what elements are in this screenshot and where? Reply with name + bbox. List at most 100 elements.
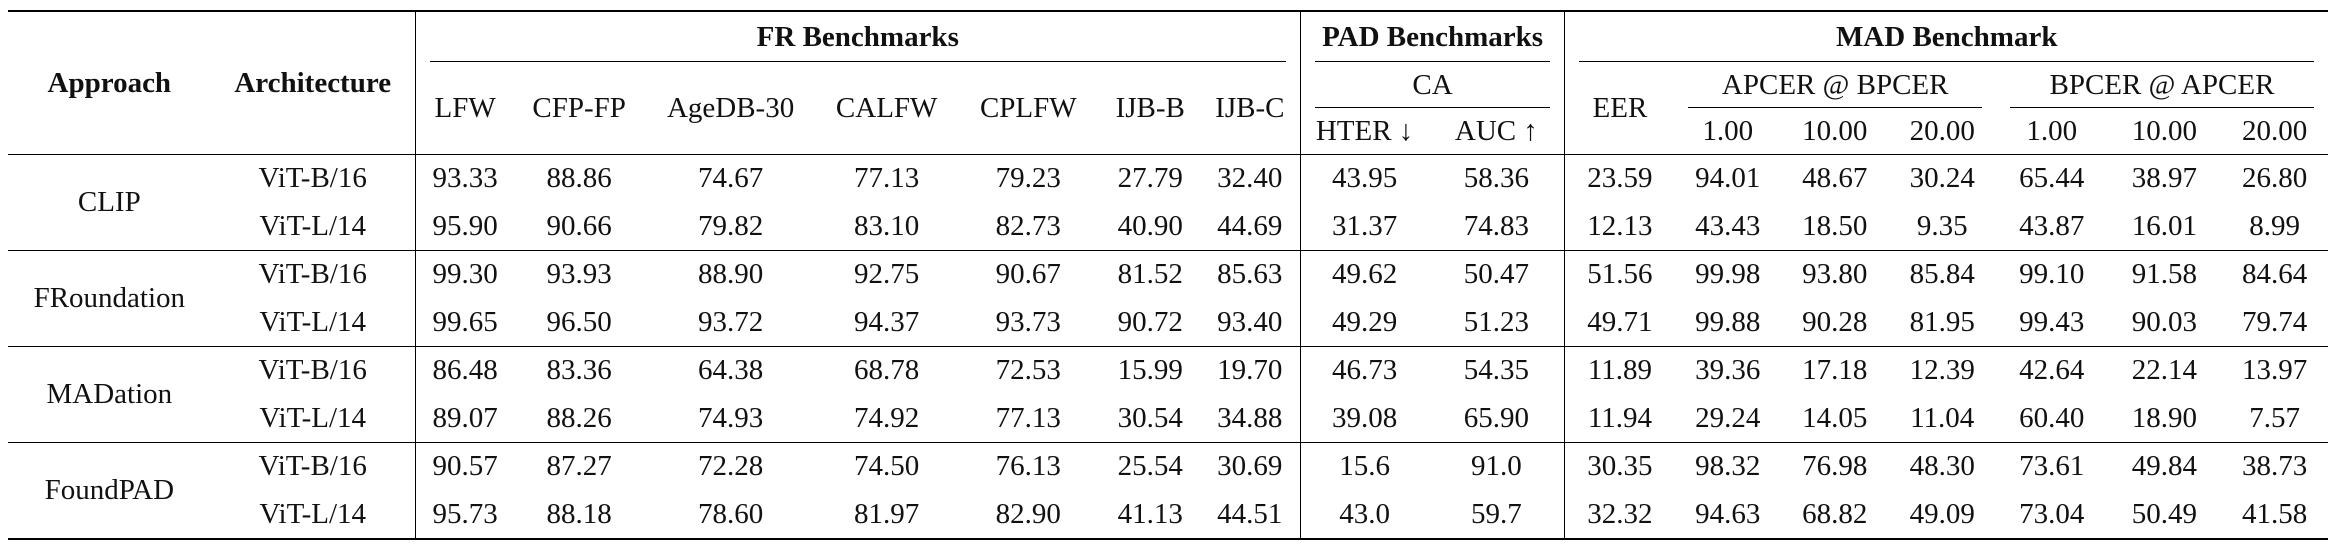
value-cell: 49.09: [1888, 490, 1996, 540]
value-cell: 76.13: [955, 442, 1101, 491]
table-row: FoundPAD ViT-B/16 90.57 87.27 72.28 74.50 76.1…: [8, 442, 2328, 540]
header-mad-eer: EER: [1564, 62, 1675, 155]
value-cell: 34.88: [1217, 401, 1283, 434]
value-cell: 59.7: [1428, 490, 1565, 540]
value-cell: 93.72: [697, 305, 764, 338]
header-pad-benchmarks: PAD Benchmarks: [1299, 10, 1565, 63]
value-cell: 27.79: [1100, 154, 1200, 203]
results-table-container: Approach Architecture FR Benchmarks PAD …: [8, 10, 2328, 540]
value-cell: 86.48: [414, 346, 515, 395]
value-cell: 11.89: [1564, 346, 1675, 395]
value-cell: 77.13: [995, 401, 1061, 434]
value-cell: 43.95: [1299, 154, 1429, 203]
value-cell: 26.80: [2221, 154, 2328, 203]
value-cell: 14.05: [1802, 401, 1868, 434]
value-cell: 81.97: [817, 490, 956, 540]
value-cell: 65.44: [1995, 154, 2108, 203]
value-cell: 40.90: [1117, 209, 1183, 242]
approach-cell: FoundPAD: [8, 442, 211, 540]
value-cell: 48.67: [1780, 154, 1889, 203]
value-cell: 8.99: [2249, 209, 2301, 242]
value-cell: 95.73: [414, 490, 515, 540]
value-cell: 51.56: [1564, 250, 1675, 299]
header-fr-col: IJB-C: [1215, 91, 1285, 124]
header-bpcer-at-apcer: BPCER @ APCER: [1996, 62, 2328, 108]
value-cell: 89.07: [414, 394, 515, 443]
value-cell: 38.97: [2107, 154, 2222, 203]
value-cell: 42.64: [1995, 346, 2108, 395]
table-row: ViT-L/14 99.65 96.50 93.72 94.37 93.73 90.72 93…: [8, 298, 2328, 347]
value-cell: 50.47: [1428, 250, 1565, 299]
value-cell: 90.28: [1802, 305, 1868, 338]
header-threshold: 20.00: [1909, 114, 1975, 147]
value-cell: 15.99: [1100, 346, 1200, 395]
value-cell: 30.69: [1199, 442, 1301, 491]
value-cell: 64.38: [643, 346, 818, 395]
header-pad-ca: CA: [1299, 62, 1565, 108]
value-cell: 13.97: [2221, 346, 2328, 395]
value-cell: 76.98: [1780, 442, 1889, 491]
header-architecture: Architecture: [210, 10, 416, 155]
value-cell: 85.63: [1199, 250, 1301, 299]
value-cell: 30.24: [1888, 154, 1996, 203]
architecture-cell: ViT-L/14: [259, 305, 367, 338]
value-cell: 81.95: [1909, 305, 1975, 338]
value-cell: 78.60: [643, 490, 818, 540]
value-cell: 12.39: [1888, 346, 1996, 395]
results-table: Approach Architecture FR Benchmarks PAD …: [8, 10, 2328, 540]
value-cell: 82.73: [995, 209, 1061, 242]
value-cell: 77.13: [817, 154, 956, 203]
header-fr-benchmarks: FR Benchmarks: [414, 10, 1301, 63]
value-cell: 17.18: [1780, 346, 1889, 395]
value-cell: 81.52: [1100, 250, 1200, 299]
value-cell: 94.01: [1674, 154, 1781, 203]
value-cell: 88.18: [514, 490, 644, 540]
header-fr-col: CALFW: [835, 91, 938, 124]
value-cell: 12.13: [1564, 202, 1675, 251]
header-threshold: 1.00: [1702, 114, 1754, 147]
header-threshold: 1.00: [2026, 114, 2078, 147]
value-cell: 82.90: [955, 490, 1101, 540]
value-cell: 90.66: [546, 209, 612, 242]
value-cell: 94.37: [854, 305, 920, 338]
value-cell: 99.43: [2019, 305, 2085, 338]
value-cell: 19.70: [1199, 346, 1301, 395]
value-cell: 83.36: [514, 346, 644, 395]
header-threshold: 10.00: [2131, 114, 2198, 147]
header-fr-col: CFP-FP: [532, 91, 626, 124]
value-cell: 93.33: [414, 154, 515, 203]
value-cell: 79.82: [697, 209, 764, 242]
value-cell: 73.61: [1995, 442, 2108, 491]
value-cell: 93.73: [995, 305, 1061, 338]
value-cell: 87.27: [514, 442, 644, 491]
value-cell: 41.13: [1100, 490, 1200, 540]
value-cell: 79.23: [955, 154, 1101, 203]
value-cell: 90.57: [414, 442, 515, 491]
architecture-cell: ViT-L/14: [210, 490, 416, 540]
architecture-cell: ViT-B/16: [210, 442, 416, 491]
value-cell: 54.35: [1428, 346, 1565, 395]
value-cell: 93.93: [514, 250, 644, 299]
value-cell: 94.63: [1674, 490, 1781, 540]
value-cell: 74.67: [643, 154, 818, 203]
architecture-cell: ViT-L/14: [259, 401, 367, 434]
value-cell: 92.75: [817, 250, 956, 299]
value-cell: 90.67: [955, 250, 1101, 299]
value-cell: 44.69: [1217, 209, 1283, 242]
value-cell: 98.32: [1674, 442, 1781, 491]
value-cell: 91.58: [2107, 250, 2222, 299]
value-cell: 99.98: [1674, 250, 1781, 299]
header-approach: Approach: [8, 10, 211, 155]
table-row: FRoundation ViT-B/16 99.30 93.93 88.90 92.75 9…: [8, 250, 2328, 347]
value-cell: 99.88: [1695, 305, 1761, 338]
approach-cell: CLIP: [8, 154, 211, 251]
value-cell: 11.04: [1910, 401, 1975, 434]
value-cell: 51.23: [1463, 305, 1530, 338]
value-cell: 90.03: [2131, 305, 2198, 338]
value-cell: 30.35: [1564, 442, 1675, 491]
value-cell: 23.59: [1564, 154, 1675, 203]
value-cell: 99.65: [414, 298, 515, 347]
value-cell: 16.01: [2131, 209, 2198, 242]
header-fr-col: AgeDB-30: [666, 91, 795, 124]
value-cell: 93.80: [1780, 250, 1889, 299]
